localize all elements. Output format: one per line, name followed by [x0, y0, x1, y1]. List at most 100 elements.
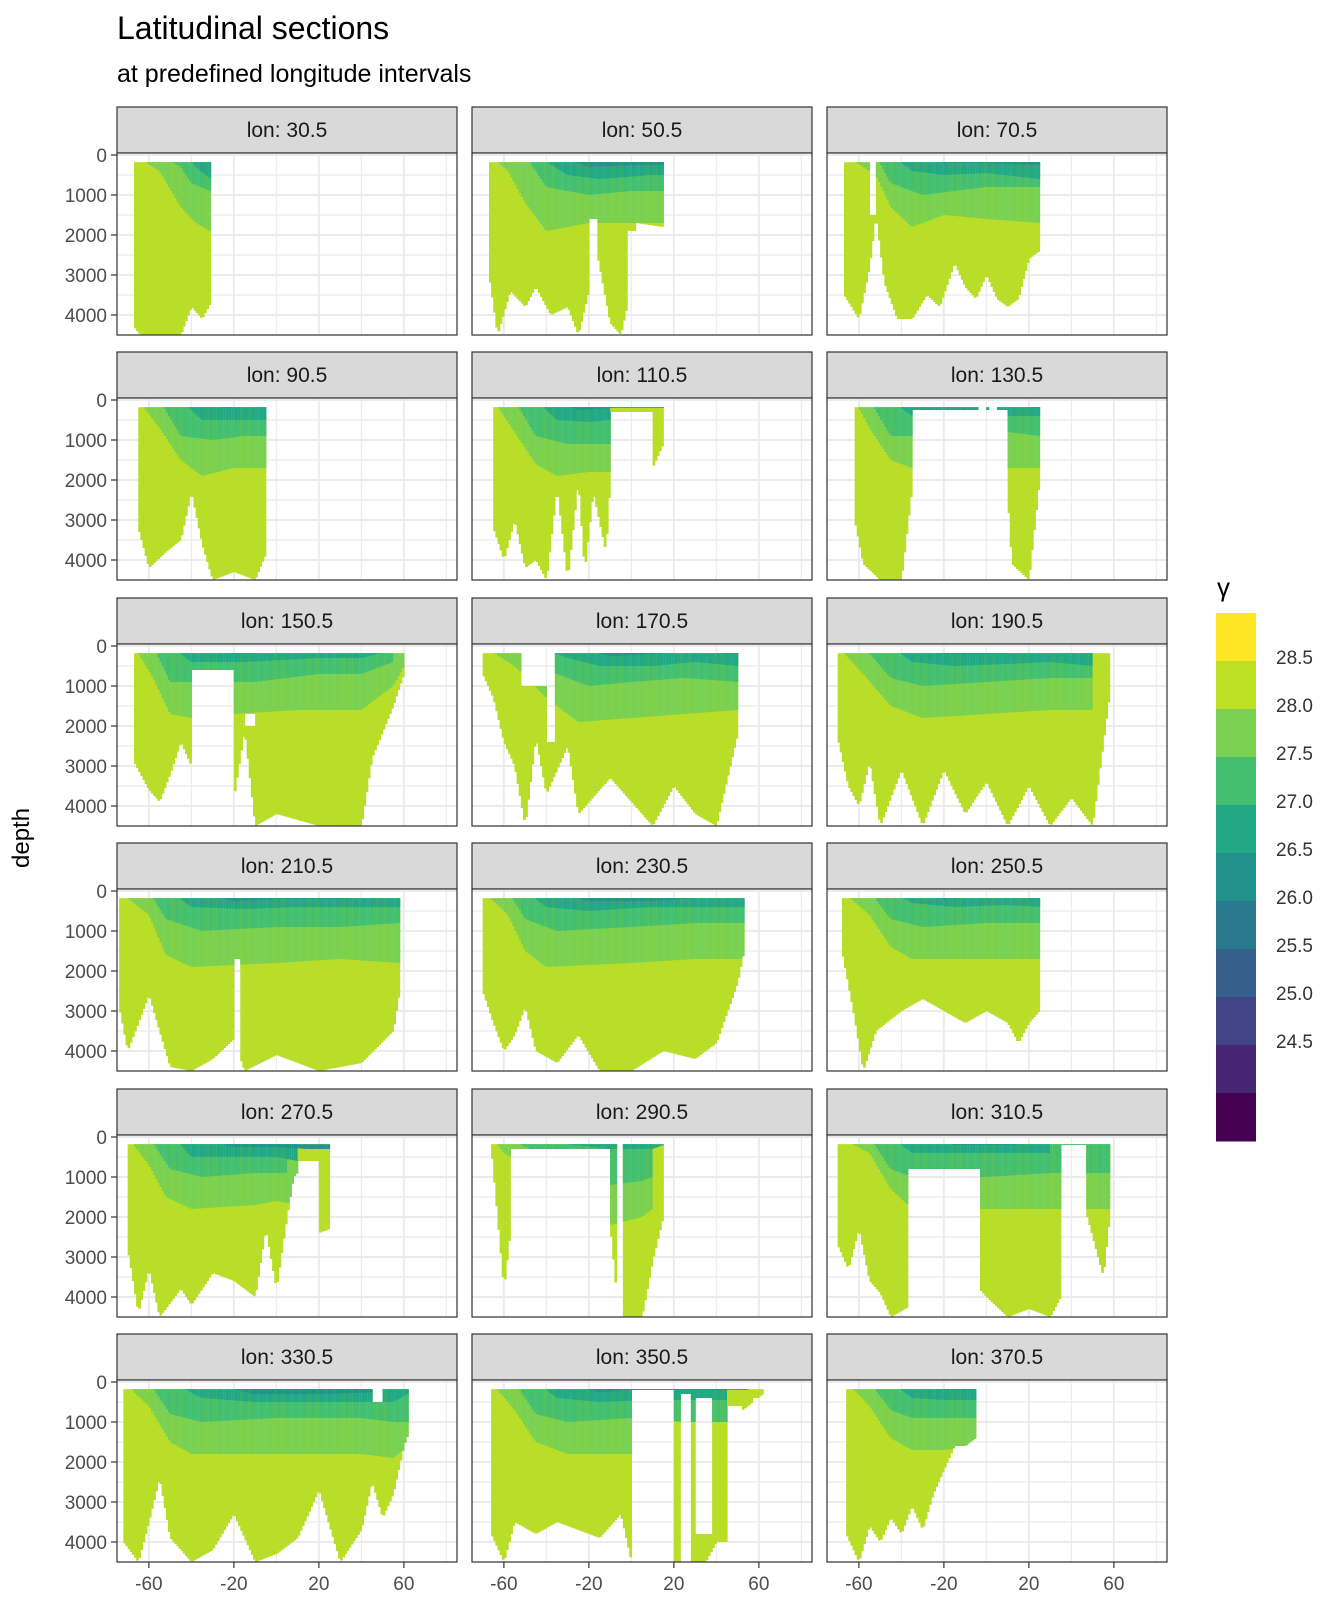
- density-layer: [552, 898, 556, 930]
- density-layer: [880, 653, 883, 695]
- density-cell-deep: [506, 653, 509, 750]
- density-layer: [584, 653, 588, 663]
- density-cell-deep: [546, 898, 550, 1058]
- density-layer: [661, 653, 664, 680]
- density-cell-deep: [142, 898, 146, 1009]
- density-layer: [544, 162, 547, 230]
- density-cell-deep: [342, 653, 345, 826]
- density-layer: [943, 898, 947, 959]
- density-layer: [999, 898, 1002, 959]
- density-cell-deep: [673, 898, 677, 1054]
- density-layer: [318, 653, 322, 710]
- density-layer: [225, 1144, 229, 1146]
- density-layer: [1003, 162, 1007, 221]
- density-layer: [182, 407, 186, 437]
- density-cell-deep: [323, 653, 326, 826]
- density-cell-deep: [873, 407, 877, 575]
- density-layer: [567, 898, 571, 910]
- density-layer: [622, 162, 626, 166]
- density-layer: [544, 686, 547, 697]
- density-layer: [563, 898, 567, 931]
- density-layer: [291, 653, 294, 678]
- density-layer: [975, 898, 979, 907]
- density-layer: [591, 898, 594, 965]
- density-layer: [905, 407, 909, 436]
- density-layer: [550, 898, 554, 967]
- density-layer: [168, 162, 171, 188]
- density-layer: [659, 898, 662, 926]
- density-layer: [635, 653, 639, 666]
- density-layer: [909, 653, 913, 714]
- density-cell-deep: [318, 653, 322, 826]
- density-layer: [680, 653, 683, 679]
- density-layer: [603, 407, 607, 409]
- density-layer: [246, 898, 250, 929]
- density-layer: [310, 898, 314, 961]
- density-cell-deep: [1103, 653, 1106, 736]
- density-cell-deep: [1071, 653, 1075, 800]
- density-layer: [348, 898, 352, 960]
- density-layer: [663, 898, 666, 961]
- density-layer: [187, 653, 190, 660]
- density-layer: [293, 898, 297, 899]
- density-layer: [554, 898, 558, 908]
- density-layer: [363, 653, 367, 673]
- density-layer: [170, 407, 173, 446]
- density-layer: [950, 653, 953, 685]
- density-layer: [627, 653, 630, 656]
- density-layer: [178, 162, 182, 167]
- density-layer: [559, 653, 562, 709]
- density-layer: [361, 653, 365, 658]
- density-cell-deep: [182, 898, 186, 1070]
- density-cell-deep: [863, 162, 866, 293]
- density-layer: [922, 898, 926, 905]
- density-layer: [629, 898, 632, 964]
- density-layer: [306, 653, 309, 710]
- density-layer: [202, 1144, 205, 1177]
- density-layer: [267, 653, 271, 681]
- density-layer: [593, 162, 596, 167]
- density-layer: [191, 1144, 195, 1175]
- density-layer: [608, 653, 611, 666]
- density-layer: [873, 653, 877, 688]
- density-layer: [170, 407, 173, 420]
- density-layer: [714, 653, 717, 681]
- density-layer: [297, 898, 301, 962]
- density-layer: [1035, 162, 1038, 223]
- density-cell-deep: [718, 898, 722, 1034]
- density-layer: [616, 653, 620, 666]
- density-layer: [535, 686, 539, 689]
- density-cell-deep: [618, 653, 622, 789]
- density-layer: [189, 162, 192, 218]
- density-layer: [397, 653, 401, 676]
- density-layer: [960, 898, 964, 925]
- density-layer: [187, 162, 190, 179]
- density-layer: [586, 898, 590, 911]
- density-cell-deep: [533, 162, 537, 289]
- density-cell-deep: [304, 653, 307, 823]
- density-cell-deep: [231, 1144, 235, 1281]
- density-layer: [605, 653, 609, 720]
- density-cell-deep: [323, 1144, 326, 1231]
- density-layer: [185, 653, 188, 682]
- density-cell-deep: [148, 898, 152, 999]
- density-layer: [880, 653, 883, 667]
- density-layer: [136, 898, 139, 906]
- density-cell-deep: [548, 742, 552, 787]
- density-layer: [270, 1144, 273, 1157]
- density-layer: [699, 653, 703, 713]
- density-layer: [236, 1144, 239, 1207]
- density-cell-deep: [178, 407, 182, 541]
- density-layer: [599, 407, 603, 409]
- density-layer: [327, 898, 331, 899]
- density-layer: [673, 898, 677, 961]
- density-layer: [656, 898, 660, 962]
- density-cell-deep: [491, 653, 494, 696]
- density-layer: [905, 162, 909, 167]
- density-layer: [958, 653, 962, 666]
- density-layer: [299, 1144, 303, 1149]
- density-cell-deep: [221, 898, 224, 1050]
- density-cell-deep: [890, 162, 894, 304]
- density-cell-deep: [503, 898, 507, 1050]
- density-layer: [1031, 162, 1034, 165]
